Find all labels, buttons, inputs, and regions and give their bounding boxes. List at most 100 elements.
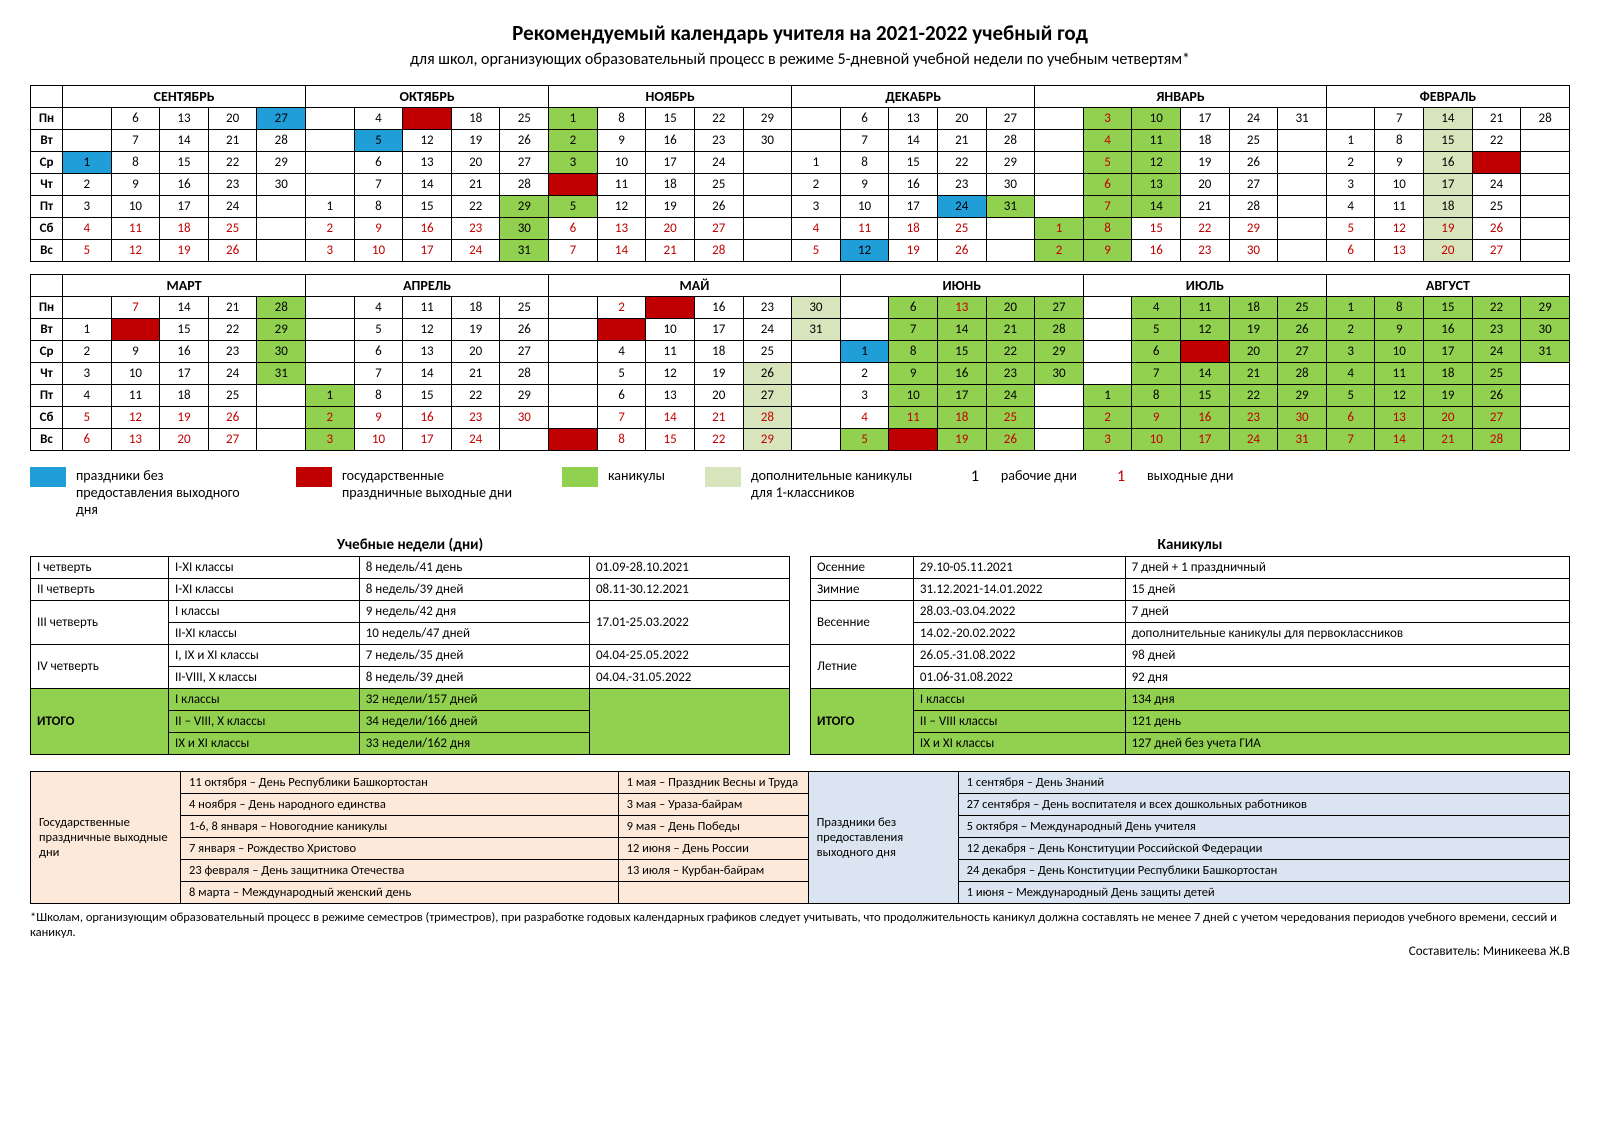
calendar-cell: 23 — [937, 174, 986, 196]
calendar-cell: 2 — [792, 174, 841, 196]
calendar-cell: 16 — [937, 363, 986, 385]
calendar-cell: 1 — [1326, 297, 1375, 319]
info-cell: 14.02.-20.02.2022 — [913, 623, 1125, 645]
calendar-cell: 26 — [208, 407, 257, 429]
month-header: АВГУСТ — [1326, 275, 1569, 297]
calendar-cell: 18 — [646, 174, 695, 196]
calendar-cell: 28 — [1229, 196, 1278, 218]
calendar-cell: 15 — [646, 429, 695, 451]
calendar-cell — [1521, 385, 1570, 407]
calendar-cell: 22 — [694, 429, 743, 451]
calendar-cell: 17 — [160, 363, 209, 385]
calendar-cell: 6 — [63, 429, 112, 451]
info-cell: 29.10-05.11.2021 — [913, 557, 1125, 579]
dow-label: Пн — [31, 297, 63, 319]
holiday-item: 13 июля – Курбан-байрам — [618, 860, 808, 882]
calendar-cell — [840, 319, 889, 341]
calendar-cell: 26 — [1472, 385, 1521, 407]
calendar-cell: 29 — [257, 319, 306, 341]
calendar-cell: 20 — [451, 341, 500, 363]
dow-label: Ср — [31, 341, 63, 363]
calendar-cell: 9 — [1083, 240, 1132, 262]
calendar-cell — [1035, 196, 1084, 218]
info-cell: 8 недель/39 дней — [359, 579, 589, 601]
calendar-cell: 5 — [354, 319, 403, 341]
calendar-row-1: СЕНТЯБРЬОКТЯБРЬНОЯБРЬДЕКАБРЬЯНВАРЬФЕВРАЛ… — [30, 85, 1570, 262]
calendar-cell — [1083, 363, 1132, 385]
calendar-cell: 20 — [1424, 240, 1473, 262]
calendar-cell — [743, 196, 792, 218]
calendar-cell: 5 — [1326, 218, 1375, 240]
calendar-cell: 20 — [208, 108, 257, 130]
calendar-cell: 17 — [403, 429, 452, 451]
calendar-cell: 26 — [500, 130, 549, 152]
calendar-cell: 29 — [1035, 341, 1084, 363]
calendar-cell: 29 — [743, 108, 792, 130]
calendar-cell: 6 — [549, 218, 598, 240]
calendar-cell: 1 — [306, 196, 355, 218]
calendar-cell: 7 — [354, 174, 403, 196]
calendar-cell: 26 — [500, 319, 549, 341]
calendar-cell: 1 — [1035, 218, 1084, 240]
calendar-cell: 9 — [354, 218, 403, 240]
calendar-cell: 3 — [1083, 429, 1132, 451]
calendar-cell: 2 — [597, 297, 646, 319]
calendar-cell: 16 — [160, 341, 209, 363]
calendar-cell: 25 — [1472, 196, 1521, 218]
info-cell: 31.12.2021-14.01.2022 — [913, 579, 1125, 601]
author: Составитель: Миникеева Ж.В — [30, 944, 1570, 959]
calendar-cell: 8 — [597, 429, 646, 451]
calendar-cell: 19 — [889, 240, 938, 262]
calendar-cell: 20 — [986, 297, 1035, 319]
calendar-cell: 13 — [1132, 174, 1181, 196]
calendar-cell: 23 — [694, 130, 743, 152]
calendar-cell: 23 — [451, 218, 500, 240]
holiday-item: 3 мая – Ураза-байрам — [618, 794, 808, 816]
calendar-cell: 27 — [743, 385, 792, 407]
calendar-cell: 1 — [549, 108, 598, 130]
calendar-cell: 21 — [451, 363, 500, 385]
info-cell — [589, 689, 789, 755]
calendar-cell: 5 — [354, 130, 403, 152]
calendar-cell: 21 — [208, 297, 257, 319]
calendar-cell: 31 — [1521, 341, 1570, 363]
info-cell: II – VIII классы — [913, 711, 1125, 733]
calendar-cell: 22 — [986, 341, 1035, 363]
calendar-cell: 9 — [1375, 152, 1424, 174]
calendar-cell: 5 — [792, 240, 841, 262]
calendar-cell: 23 — [451, 407, 500, 429]
calendar-cell: 29 — [500, 196, 549, 218]
calendar-cell: 13 — [1375, 407, 1424, 429]
calendar-cell: 31 — [1278, 108, 1327, 130]
calendar-cell: 11 — [111, 218, 160, 240]
holiday-item: 24 декабря – День Конституции Республики… — [958, 860, 1569, 882]
calendar-cell: 3 — [306, 240, 355, 262]
calendar-cell: 31 — [986, 196, 1035, 218]
calendar-cell: 14 — [597, 240, 646, 262]
info-cell: 04.04.-31.05.2022 — [589, 667, 789, 689]
calendar-cell: 25 — [986, 407, 1035, 429]
info-cell: 28.03.-03.04.2022 — [913, 601, 1125, 623]
calendar-cell: 27 — [500, 341, 549, 363]
page-subtitle: для школ, организующих образовательный п… — [30, 50, 1570, 69]
calendar-cell: 6 — [1326, 407, 1375, 429]
calendar-cell: 30 — [1278, 407, 1327, 429]
calendar-cell: 25 — [743, 341, 792, 363]
calendar-cell: 25 — [500, 297, 549, 319]
calendar-cell: 21 — [1181, 196, 1230, 218]
calendar-cell: 28 — [743, 407, 792, 429]
calendar-cell: 20 — [160, 429, 209, 451]
calendar-cell: 9 — [646, 297, 695, 319]
calendar-cell: 4 — [63, 385, 112, 407]
calendar-cell: 4 — [63, 218, 112, 240]
calendar-cell: 4 — [549, 174, 598, 196]
calendar-cell — [63, 130, 112, 152]
calendar-cell — [549, 385, 598, 407]
calendar-cell: 20 — [1181, 174, 1230, 196]
info-cell: I классы — [168, 601, 359, 623]
calendar-cell: 11 — [1375, 196, 1424, 218]
calendar-cell: 23 — [1181, 240, 1230, 262]
calendar-cell: 21 — [1424, 429, 1473, 451]
info-cell: 9 недель/42 дня — [359, 601, 589, 623]
calendar-cell: 20 — [451, 152, 500, 174]
